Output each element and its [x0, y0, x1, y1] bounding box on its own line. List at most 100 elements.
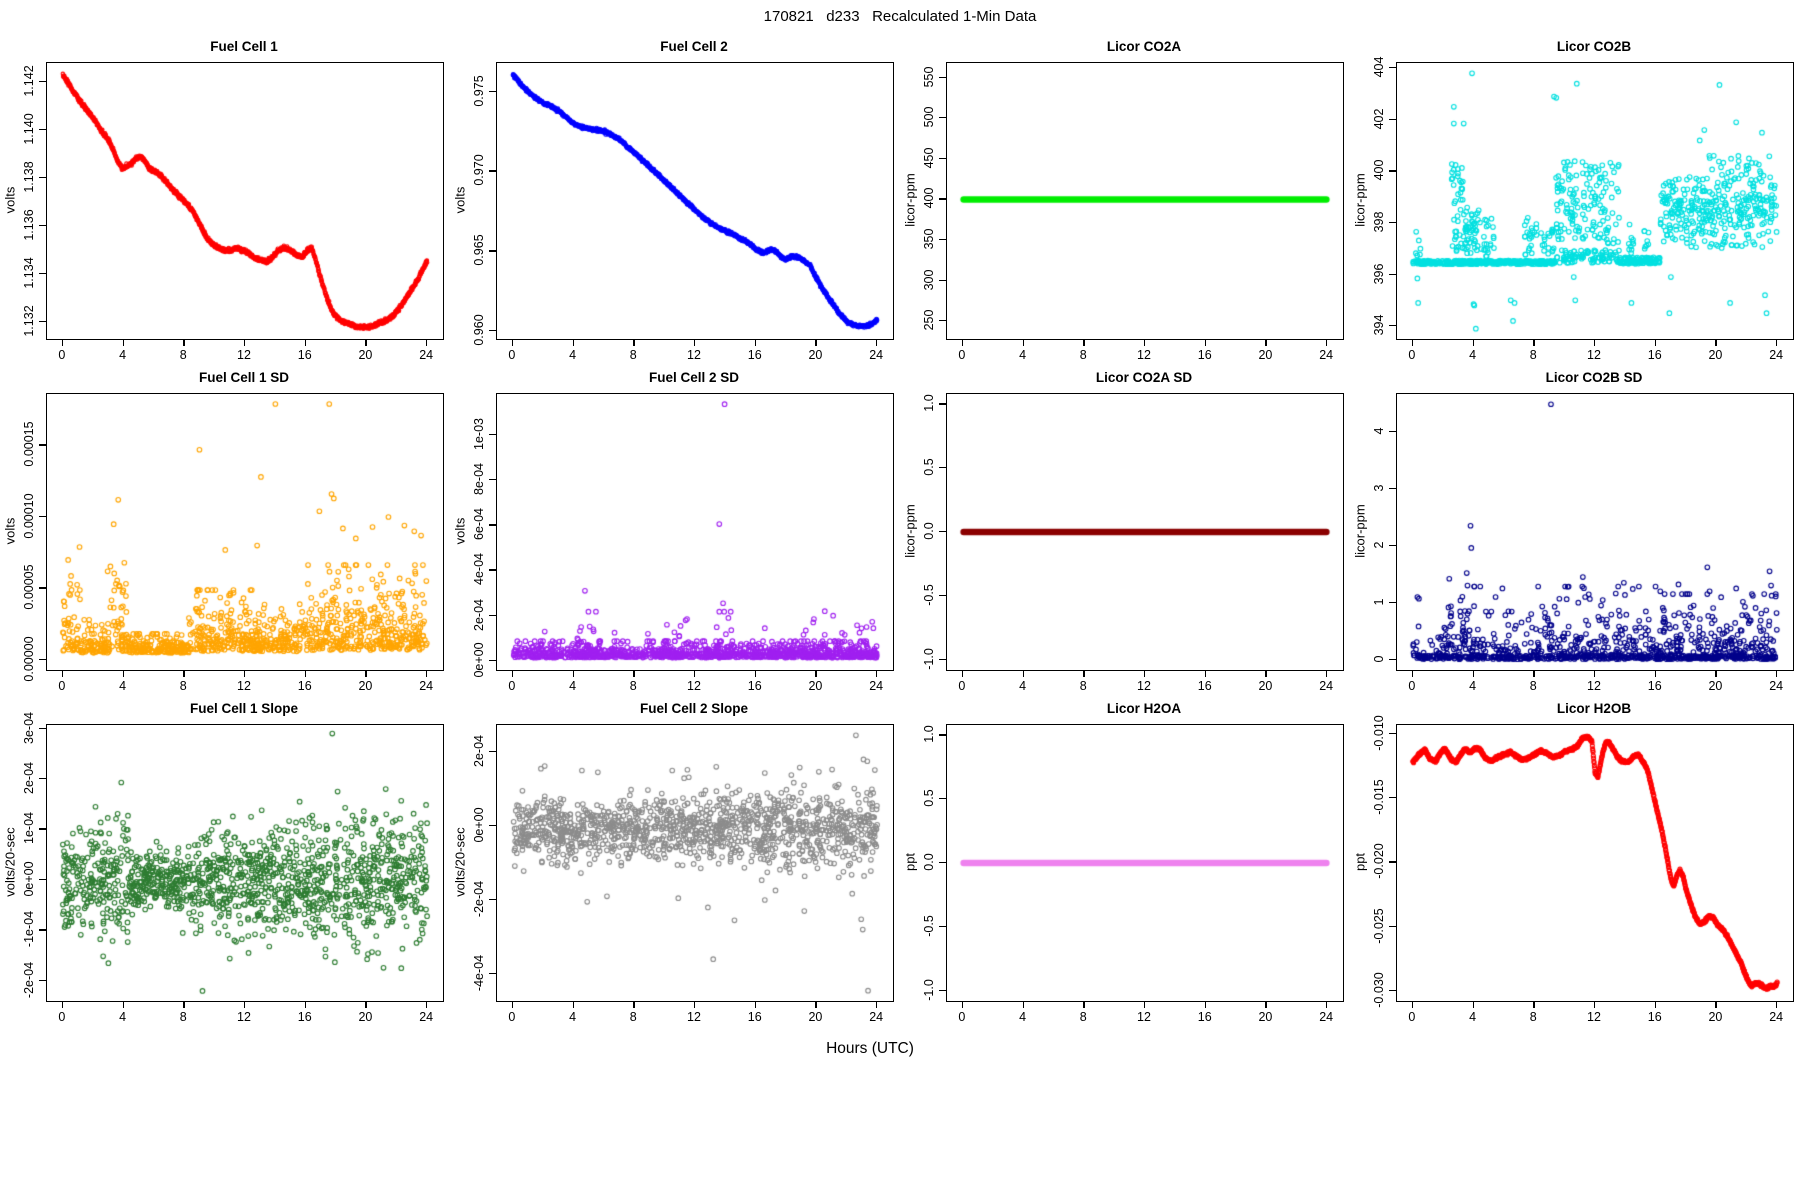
y-tick-label: -0.020	[1372, 843, 1386, 880]
x-tick-label: 0	[1408, 348, 1416, 362]
y-tick-mark	[1389, 67, 1396, 69]
y-tick-label: 400	[1372, 159, 1386, 181]
x-tick-mark	[1654, 1001, 1657, 1008]
x-tick-label: 20	[1258, 679, 1273, 693]
x-tick-mark	[511, 339, 514, 346]
y-tick-mark	[39, 177, 46, 179]
y-tick-mark	[1389, 430, 1396, 432]
x-tick-label: 4	[569, 348, 577, 362]
y-tick-mark	[489, 569, 496, 571]
y-axis-label-fuel-cell-1-sd: volts	[2, 517, 18, 545]
x-tick-label: 0	[508, 679, 516, 693]
x-tick-mark	[961, 670, 964, 677]
y-tick-mark	[39, 273, 46, 275]
y-tick-label: -0.015	[1372, 779, 1386, 815]
y-tick-mark	[489, 825, 496, 827]
x-tick-mark	[1265, 1001, 1267, 1008]
x-tick-mark	[1411, 1001, 1414, 1008]
x-tick-mark	[511, 1001, 514, 1008]
panel-title-licor-co2a: Licor CO2A	[1106, 39, 1182, 54]
x-tick-label: 8	[179, 1010, 187, 1024]
x-tick-label: 4	[119, 1010, 127, 1024]
x-tick-label: 16	[1197, 679, 1212, 693]
y-tick-mark	[39, 828, 46, 830]
x-tick-label: 20	[808, 1010, 823, 1024]
y-tick-label: 0.5	[922, 458, 936, 476]
x-tick-label: 8	[629, 679, 637, 693]
x-tick-label: 24	[1769, 348, 1784, 362]
y-tick-mark	[39, 979, 46, 982]
x-tick-label: 24	[419, 1010, 434, 1024]
y-axis-label-licor-co2b: licor-ppm	[1352, 173, 1368, 227]
x-tick-label: 0	[1408, 1010, 1416, 1024]
plot-canvas-licor-co2b	[1397, 63, 1793, 339]
y-tick-label: 0.975	[472, 75, 486, 107]
x-tick-label: 0	[58, 348, 66, 362]
x-tick-mark	[1265, 339, 1267, 346]
x-tick-mark	[183, 339, 185, 346]
x-tick-label: 12	[687, 348, 701, 362]
y-tick-label: 2e-04	[472, 598, 486, 631]
x-tick-mark	[61, 670, 64, 677]
y-tick-label: 450	[922, 147, 936, 169]
panel-licor-h2oa: Licor H2OA ppt -1.0 -0.5 0.0 0.5 1.0 0 4 8 12 16 20 2…	[900, 698, 1350, 1029]
plot-area-licor-h2oa	[946, 724, 1344, 1002]
y-tick-label: 1.140	[22, 113, 36, 145]
y-tick-mark	[1389, 861, 1396, 863]
x-tick-label: 24	[869, 1010, 884, 1024]
y-axis-label-licor-co2b-sd: licor-ppm	[1352, 504, 1368, 558]
y-tick-mark	[39, 929, 46, 931]
x-tick-label: 0	[958, 348, 966, 362]
plot-canvas-fuel-cell-1-slope	[47, 725, 443, 1001]
x-tick-mark	[572, 670, 574, 677]
x-tick-mark	[876, 1001, 878, 1008]
x-tick-label: 12	[1137, 1010, 1151, 1024]
x-tick-mark	[1411, 670, 1414, 677]
x-tick-label: 12	[1137, 679, 1151, 693]
y-tick-mark	[489, 659, 496, 662]
plot-area-fuel-cell-1	[46, 62, 444, 340]
x-tick-label: 8	[1529, 348, 1537, 362]
y-tick-label: -0.010	[1372, 715, 1386, 751]
y-tick-label: 400	[922, 187, 936, 209]
x-tick-mark	[61, 1001, 64, 1008]
x-tick-mark	[754, 1001, 757, 1008]
y-tick-mark	[1389, 925, 1396, 927]
x-tick-mark	[1715, 670, 1717, 677]
x-tick-mark	[633, 670, 635, 677]
y-tick-label: 0e+00	[472, 807, 486, 843]
x-tick-label: 4	[1469, 1010, 1477, 1024]
y-axis-label-fuel-cell-2-slope: volts/20-sec	[452, 827, 468, 897]
x-tick-mark	[1083, 1001, 1085, 1008]
x-tick-mark	[572, 1001, 574, 1008]
x-tick-mark	[694, 670, 696, 677]
y-tick-mark	[1389, 118, 1396, 121]
x-tick-mark	[183, 670, 185, 677]
y-tick-mark	[939, 658, 946, 661]
y-tick-label: 2e-04	[22, 761, 36, 794]
x-tick-mark	[633, 1001, 635, 1008]
x-tick-label: 8	[1529, 1010, 1537, 1024]
x-tick-mark	[365, 1001, 367, 1008]
x-tick-mark	[572, 339, 574, 346]
x-tick-label: 24	[1319, 1010, 1334, 1024]
panel-fuel-cell-2-sd: Fuel Cell 2 SD volts 0e+00 2e-04 4e-04 6e-04 8…	[450, 367, 900, 698]
plot-area-licor-co2a-sd	[946, 393, 1344, 671]
x-tick-label: 4	[1469, 348, 1477, 362]
x-tick-mark	[1326, 339, 1328, 346]
y-tick-label: -2e-04	[472, 880, 486, 918]
x-tick-label: 20	[1708, 348, 1723, 362]
y-tick-label: 0.00000	[22, 636, 36, 682]
y-tick-label: 398	[1372, 211, 1386, 233]
x-tick-mark	[1654, 670, 1657, 677]
x-tick-mark	[1654, 339, 1657, 346]
x-tick-label: 20	[808, 348, 823, 362]
panel-title-fuel-cell-1-slope: Fuel Cell 1 Slope	[189, 701, 299, 716]
y-tick-mark	[39, 878, 46, 881]
y-tick-label: 0e+00	[472, 642, 486, 678]
y-tick-label: 350	[922, 228, 936, 250]
panel-title-fuel-cell-2-sd: Fuel Cell 2 SD	[648, 370, 740, 385]
x-tick-mark	[365, 670, 367, 677]
y-tick-mark	[39, 81, 46, 83]
x-tick-mark	[1326, 670, 1328, 677]
